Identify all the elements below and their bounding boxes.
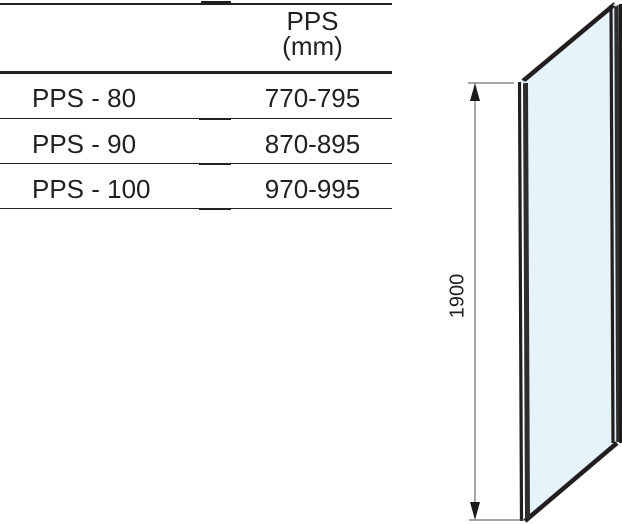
svg-text:1900: 1900 [446, 274, 468, 319]
